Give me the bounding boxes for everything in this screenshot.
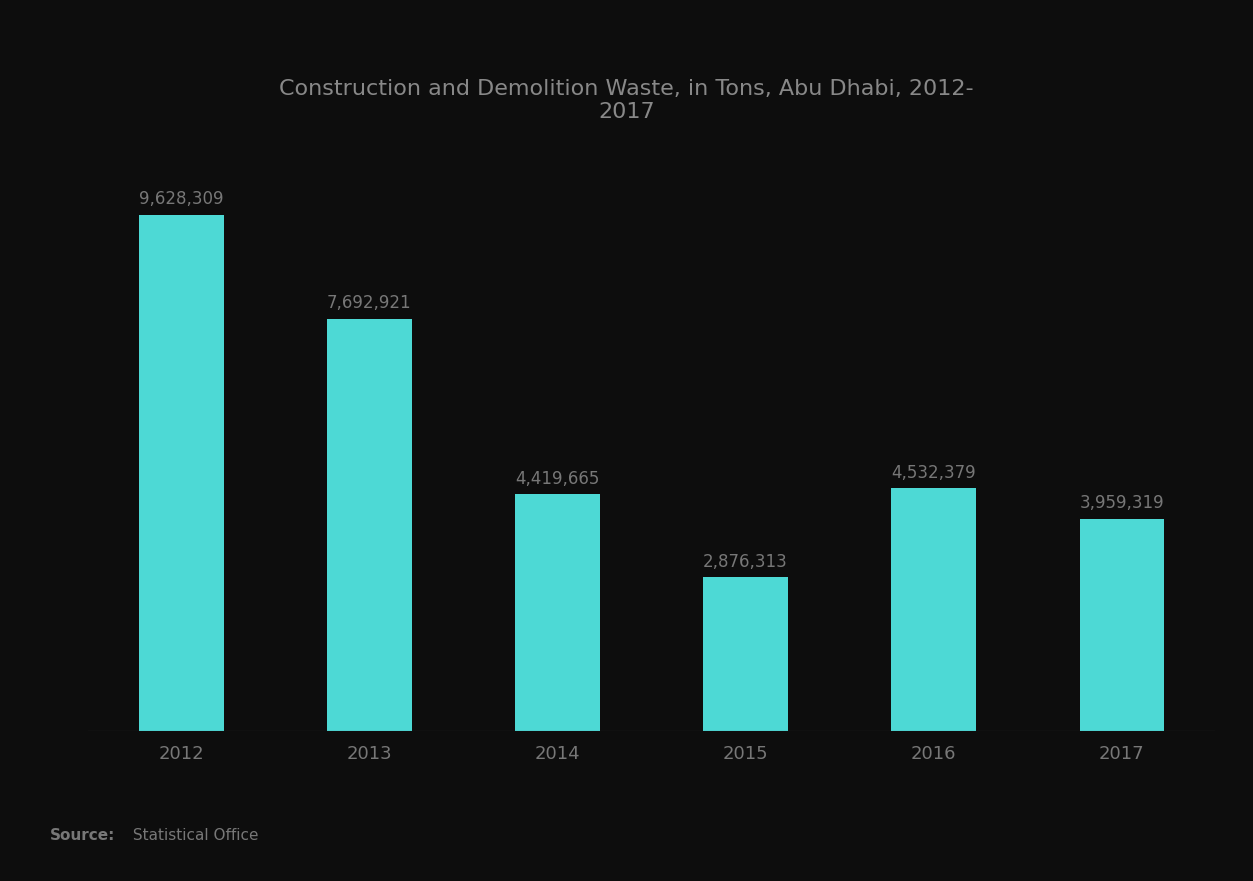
Text: 4,532,379: 4,532,379 <box>891 463 976 482</box>
Bar <box>703 577 788 731</box>
Text: 9,628,309: 9,628,309 <box>139 190 223 209</box>
Text: Construction and Demolition Waste, in Tons, Abu Dhabi, 2012-
2017: Construction and Demolition Waste, in To… <box>279 79 974 122</box>
Bar <box>1080 519 1164 731</box>
Text: 3,959,319: 3,959,319 <box>1080 494 1164 513</box>
Bar <box>327 319 412 731</box>
Bar <box>515 494 600 731</box>
Text: Source:: Source: <box>50 828 115 843</box>
Text: 7,692,921: 7,692,921 <box>327 294 412 312</box>
Bar <box>891 488 976 731</box>
Text: 4,419,665: 4,419,665 <box>515 470 600 488</box>
Text: 2,876,313: 2,876,313 <box>703 552 788 571</box>
Bar <box>139 215 223 731</box>
Text: Statistical Office: Statistical Office <box>128 828 258 843</box>
